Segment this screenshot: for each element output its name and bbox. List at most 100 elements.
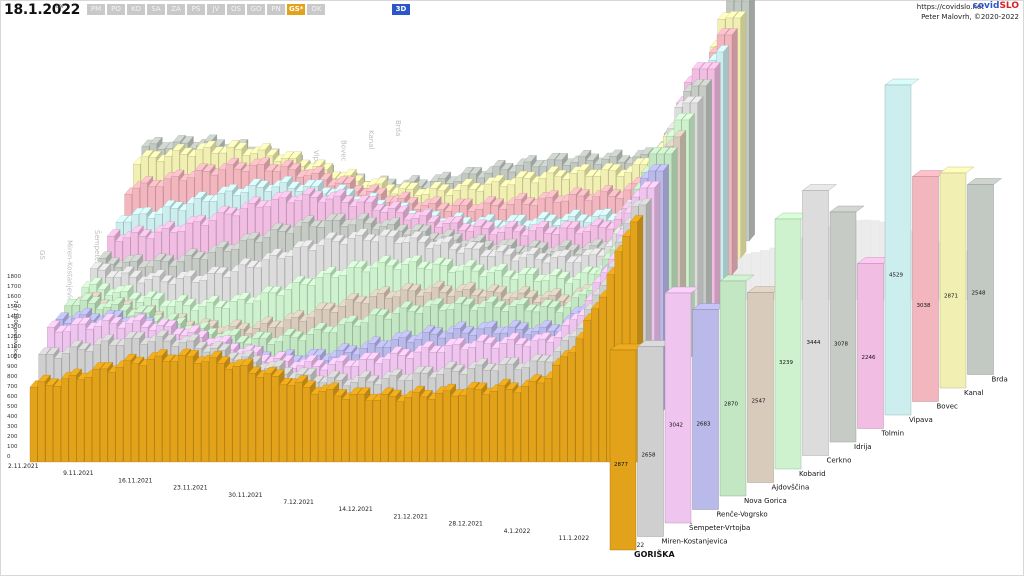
series-name-6: Kobarid: [799, 470, 826, 478]
region-button-1[interactable]: PO: [107, 4, 125, 15]
bar-front-0-52: [435, 393, 443, 463]
bar-front-0-66: [544, 378, 552, 463]
latest-value-4: 2870: [724, 402, 738, 408]
series-name-13: Brda: [992, 376, 1008, 384]
latest-bar-11: [911, 170, 948, 402]
bar-front-0-50: [419, 396, 428, 463]
latest-bar-front-6: [774, 218, 802, 470]
latest-bar-top-7: [801, 184, 838, 191]
region-button-6[interactable]: JV: [207, 4, 225, 15]
bar-front-0-29: [255, 377, 264, 463]
bar-side-8-77: [706, 78, 712, 327]
bar-front-0-61: [505, 389, 513, 463]
latest-bar-5: [746, 286, 783, 483]
author-credit: Peter Malovrh, ©2020-2022: [921, 13, 1019, 21]
bar-front-0-1: [37, 381, 46, 463]
bar-front-0-47: [396, 401, 404, 463]
latest-bar-8: [829, 205, 865, 443]
latest-bar-front-4: [719, 280, 747, 497]
latest-bar-2: [664, 286, 700, 524]
series-name-12: Kanal: [964, 389, 983, 397]
bar-front-0-32: [279, 384, 287, 463]
bar-front-0-13: [131, 363, 139, 463]
latest-bar-3: [691, 303, 728, 510]
bar-front-0-31: [271, 376, 279, 463]
latest-value-1: 2658: [642, 453, 656, 459]
bar-front-0-62: [513, 392, 521, 463]
region-button-9[interactable]: PN: [267, 4, 285, 15]
latest-value-0: 2877: [614, 462, 628, 468]
view-3d-button[interactable]: 3D: [392, 4, 410, 15]
bar-front-0-7: [84, 377, 92, 463]
latest-bar-top-10: [884, 78, 920, 86]
latest-bar-6: [774, 212, 810, 470]
y-tick-0: 1800: [7, 274, 21, 280]
region-button-2[interactable]: KO: [127, 4, 145, 15]
latest-bar-front-13: [967, 184, 994, 375]
region-button-0[interactable]: PM: [87, 4, 105, 15]
y-tick-17: 100: [7, 444, 18, 450]
y-tick-8: 1000: [7, 354, 21, 360]
bar-front-0-8: [92, 368, 100, 463]
series-name-11: Bovec: [937, 403, 959, 411]
region-button-8[interactable]: GO: [247, 4, 265, 15]
bar-side-9-77: [714, 61, 721, 310]
series-name-8: Idrija: [854, 443, 872, 451]
bar-front-0-42: [357, 394, 365, 463]
y-tick-4: 1400: [7, 314, 21, 320]
bar-front-0-27: [240, 365, 248, 463]
latest-bar-front-0: [609, 349, 637, 551]
y-tick-14: 400: [7, 414, 18, 420]
bar-side-10-77: [723, 44, 730, 293]
bar-front-0-23: [209, 357, 217, 463]
bar-front-0-10: [107, 372, 116, 463]
bar-front-0-45: [380, 394, 389, 463]
region-button-3[interactable]: SA: [147, 4, 165, 15]
region-button-7[interactable]: OS: [227, 4, 245, 15]
bar-front-0-58: [481, 394, 490, 463]
latest-bar-12: [939, 166, 975, 389]
bar-front-0-46: [388, 396, 396, 463]
x-tick-0: 2.11.2021: [8, 463, 39, 470]
bar-front-0-36: [310, 393, 318, 463]
series-name-5: Ajdovščina: [772, 484, 810, 492]
bar-front-0-37: [318, 391, 326, 463]
bar-front-0-28: [248, 373, 256, 463]
bar-front-0-69: [567, 352, 576, 463]
y-tick-9: 900: [7, 364, 18, 370]
bar-front-0-41: [349, 394, 357, 463]
bar-front-0-48: [404, 397, 412, 463]
region-button-11[interactable]: OK: [307, 4, 326, 15]
y-tick-1: 1700: [7, 284, 21, 290]
series-name-0: GORIŠKA: [634, 548, 675, 559]
site-url[interactable]: https://covidslo.net: [916, 3, 984, 11]
latest-bar-top-13: [966, 178, 1003, 185]
back-wall-label-11: Bovec: [339, 140, 347, 162]
bar-front-0-2: [45, 385, 53, 463]
bar-front-0-30: [263, 373, 272, 463]
bar-front-0-59: [489, 391, 498, 463]
region-button-10[interactable]: GS*: [287, 4, 306, 15]
bar-front-0-19: [177, 355, 186, 463]
bar-front-0-53: [442, 390, 451, 463]
region-button-4[interactable]: ZA: [167, 4, 185, 15]
y-tick-18: 0: [7, 454, 11, 460]
day-of-week: tor: [56, 3, 65, 10]
bar-front-0-20: [185, 356, 194, 463]
latest-bar-4: [719, 274, 755, 497]
bar-front-0-35: [302, 387, 311, 463]
back-wall-label-0: GS: [38, 250, 46, 260]
bar-front-0-17: [162, 361, 170, 463]
x-tick-6: 14.12.2021: [338, 506, 373, 513]
brand-logo[interactable]: covidSLO: [973, 1, 1019, 11]
latest-bar-7: [801, 184, 838, 456]
latest-bar-front-8: [829, 211, 857, 443]
latest-bar-10: [884, 78, 920, 416]
bar-front-0-72: [591, 308, 599, 463]
x-tick-1: 9.11.2021: [63, 470, 94, 477]
latest-bar-front-2: [664, 292, 692, 524]
region-button-5[interactable]: PS: [187, 4, 205, 15]
x-tick-8: 28.12.2021: [449, 521, 484, 528]
latest-bar-front-5: [747, 292, 774, 483]
